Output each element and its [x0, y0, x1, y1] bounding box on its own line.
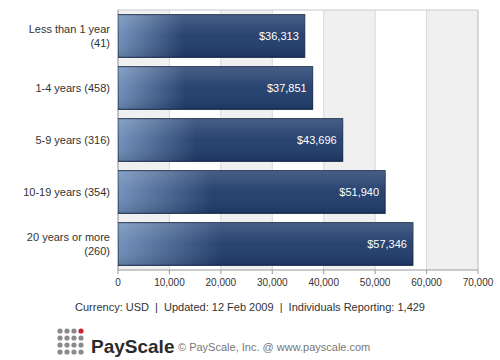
bar — [118, 223, 413, 266]
logo-dot — [71, 342, 76, 347]
grid-band — [427, 10, 478, 270]
chart: $36,313 $37,851 $43,696 $51,940 $57,346 Less … — [0, 0, 500, 360]
x-tick-label: 30,000 — [257, 277, 288, 288]
x-tick-label: 20,000 — [206, 277, 237, 288]
logo-dot — [71, 328, 76, 333]
bar — [118, 171, 385, 214]
logo-dot — [78, 349, 83, 354]
logo-text: PayScale — [91, 336, 174, 357]
logo-dot — [71, 349, 76, 354]
category-label: Less than 1 year (41) — [29, 23, 111, 49]
x-tick-label: 0 — [115, 277, 121, 288]
logo-dot — [78, 342, 83, 347]
logo-dot — [78, 335, 83, 340]
x-tick — [118, 270, 119, 274]
category-label: 10-19 years (354) — [23, 186, 110, 198]
plot-background — [118, 10, 478, 270]
x-tick-label: 10,000 — [154, 277, 185, 288]
data-label: $43,696 — [297, 134, 337, 146]
logo-dot — [57, 328, 62, 333]
logo-dot — [57, 349, 62, 354]
bar — [118, 67, 313, 110]
logo-dot — [64, 349, 69, 354]
category-label-line: 5-9 years (316) — [35, 134, 110, 146]
bar-gloss — [118, 119, 343, 162]
x-tick — [169, 270, 170, 274]
logo-dots — [57, 328, 83, 354]
category-label-line: 20 years or more — [27, 231, 110, 243]
category-label: 1-4 years (458) — [35, 82, 110, 94]
grid-line — [426, 10, 427, 270]
data-label: $57,346 — [367, 238, 407, 250]
x-tick-label: 70,000 — [463, 277, 494, 288]
x-axis-line — [118, 270, 478, 271]
category-label: 20 years or more (260) — [27, 231, 110, 257]
x-tick — [220, 270, 221, 274]
category-label: 5-9 years (316) — [35, 134, 110, 146]
logo-dot — [64, 335, 69, 340]
page: {"chart_data": {"type": "bar", "orientat… — [0, 0, 500, 360]
logo-dot — [57, 335, 62, 340]
x-tick — [323, 270, 324, 274]
data-label: $51,940 — [339, 186, 379, 198]
category-label-line: (260) — [84, 245, 110, 257]
logo-dot — [78, 328, 83, 333]
x-tick-label: 60,000 — [411, 277, 442, 288]
plot-frame — [118, 10, 478, 11]
category-label-line: (41) — [90, 37, 110, 49]
category-label-line: 10-19 years (354) — [23, 186, 110, 198]
footer-note: Currency: USD | Updated: 12 Feb 2009 | I… — [75, 301, 425, 313]
x-tick — [272, 270, 273, 274]
x-tick-label: 40,000 — [308, 277, 339, 288]
logo-dot — [64, 342, 69, 347]
bar-gloss — [118, 15, 305, 58]
category-label-line: 1-4 years (458) — [35, 82, 110, 94]
x-tick-label: 50,000 — [360, 277, 391, 288]
logo-dot — [71, 335, 76, 340]
x-tick — [375, 270, 376, 274]
bars — [118, 15, 413, 266]
bar-gloss — [118, 171, 385, 214]
x-tick — [426, 270, 427, 274]
plot-frame — [478, 10, 479, 270]
copyright: © PayScale, Inc. @ www.payscale.com — [178, 341, 370, 353]
bar-gloss — [118, 223, 413, 266]
bar — [118, 15, 305, 58]
logo-dot — [57, 342, 62, 347]
logo-dot — [64, 328, 69, 333]
category-label-line: Less than 1 year — [29, 23, 111, 35]
data-labels: $36,313 $37,851 $43,696 $51,940 $57,346 — [259, 30, 407, 250]
grid-line — [478, 10, 479, 270]
data-label: $36,313 — [259, 30, 299, 42]
bar-gloss — [118, 67, 313, 110]
x-tick — [478, 270, 479, 274]
bar — [118, 119, 343, 162]
data-label: $37,851 — [267, 82, 307, 94]
